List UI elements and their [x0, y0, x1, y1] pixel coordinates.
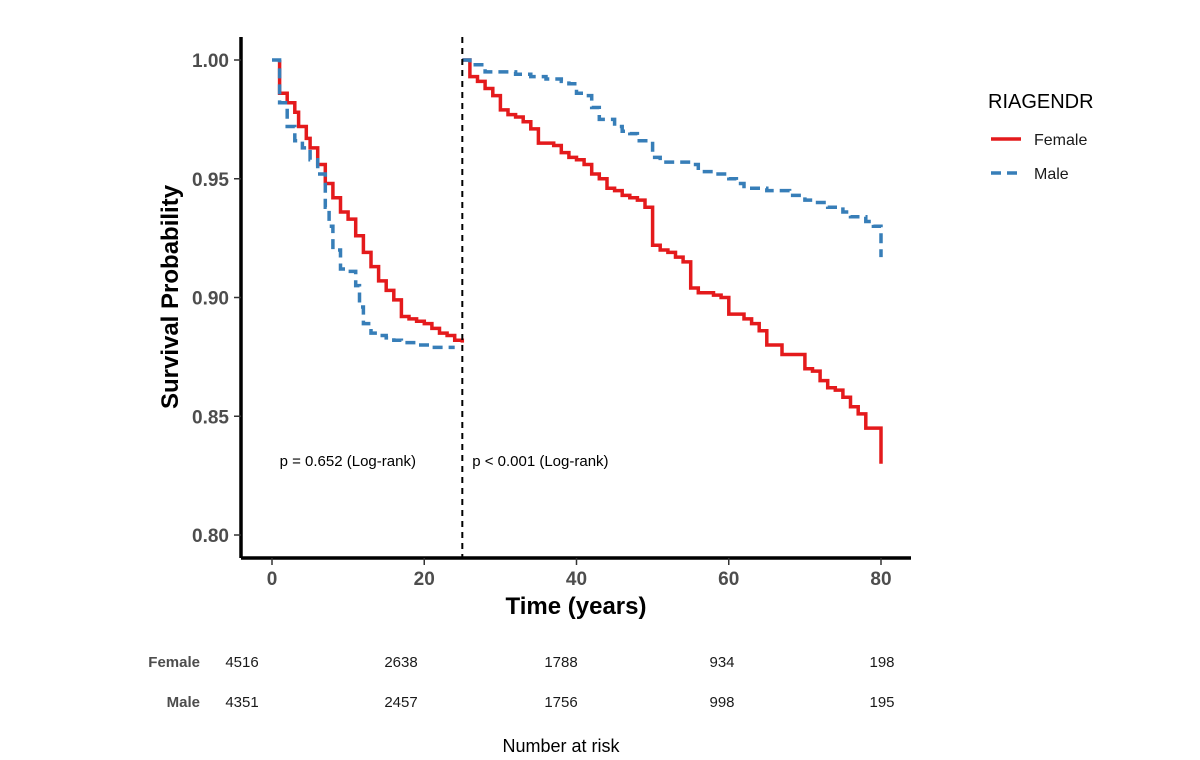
x-tick-label: 40 [566, 569, 587, 590]
x-axis-title: Time (years) [506, 593, 647, 620]
risk-value-female: 2638 [384, 654, 417, 671]
y-tick-label: 0.80 [192, 526, 229, 547]
pvalue-annotation-2: p < 0.001 (Log-rank) [472, 453, 608, 470]
risk-table-title: Number at risk [502, 736, 620, 756]
ticks-layer: 0.80 0.85 0.90 0.95 1.00 0 20 40 60 80 [192, 51, 892, 590]
risk-value-male: 1756 [544, 694, 577, 711]
risk-value-male: 4351 [225, 694, 258, 711]
annotation-layer: p = 0.652 (Log-rank) p < 0.001 (Log-rank) [280, 453, 609, 470]
series-male-curve-2 [462, 58, 883, 258]
pvalue-annotation-1: p = 0.652 (Log-rank) [280, 453, 416, 470]
legend-title: RIAGENDR [988, 91, 1094, 113]
legend-label-male: Male [1034, 166, 1069, 183]
risk-value-female: 4516 [225, 654, 258, 671]
y-tick-label: 0.95 [192, 170, 229, 191]
y-tick-label: 1.00 [192, 51, 229, 72]
x-tick-label: 60 [718, 569, 739, 590]
x-tick-label: 80 [870, 569, 891, 590]
legend: RIAGENDR Female Male [988, 91, 1094, 183]
series-layer [272, 58, 883, 464]
risk-value-female: 198 [869, 654, 894, 671]
risk-value-female: 934 [709, 654, 734, 671]
risk-values: 4516 2638 1788 934 198 4351 2457 1756 998 195 [225, 654, 894, 711]
legend-label-female: Female [1034, 132, 1087, 149]
risk-row-label-male: Male [167, 694, 200, 711]
y-tick-label: 0.90 [192, 289, 229, 310]
x-tick-label: 0 [267, 569, 278, 590]
risk-value-male: 998 [709, 694, 734, 711]
risk-value-male: 195 [869, 694, 894, 711]
risk-value-female: 1788 [544, 654, 577, 671]
series-female-curve-2 [462, 58, 883, 464]
y-tick-label: 0.85 [192, 407, 229, 428]
y-axis-title: Survival Probability [157, 184, 184, 409]
risk-table: Female Male 4516 2638 1788 934 198 4351 2457 17… [148, 654, 894, 756]
series-male-curve-1 [272, 58, 455, 350]
x-tick-label: 20 [414, 569, 435, 590]
risk-value-male: 2457 [384, 694, 417, 711]
risk-row-label-female: Female [148, 654, 200, 671]
series-female-curve-1 [277, 60, 465, 343]
